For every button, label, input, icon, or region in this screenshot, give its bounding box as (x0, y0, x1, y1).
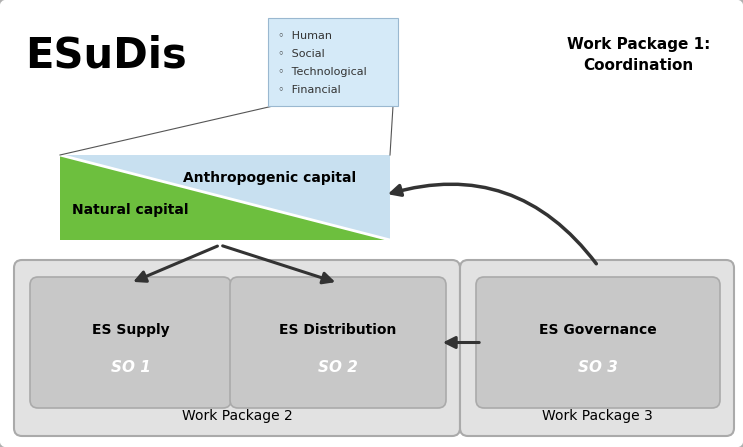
Text: ES Governance: ES Governance (539, 323, 657, 337)
FancyBboxPatch shape (476, 277, 720, 408)
FancyArrowPatch shape (392, 184, 597, 264)
Text: Work Package 1:
Coordination: Work Package 1: Coordination (567, 37, 710, 73)
Text: SO 1: SO 1 (111, 360, 150, 375)
Text: SO 3: SO 3 (578, 360, 618, 375)
Text: ES Supply: ES Supply (91, 323, 169, 337)
Text: Work Package 2: Work Package 2 (181, 409, 293, 423)
Text: ◦  Financial: ◦ Financial (278, 85, 341, 95)
FancyBboxPatch shape (268, 18, 398, 106)
Text: Natural capital: Natural capital (72, 203, 189, 217)
Polygon shape (60, 155, 390, 240)
FancyBboxPatch shape (30, 277, 231, 408)
FancyBboxPatch shape (230, 277, 446, 408)
Text: ◦  Technological: ◦ Technological (278, 67, 367, 77)
Text: SO 2: SO 2 (318, 360, 358, 375)
FancyBboxPatch shape (460, 260, 734, 436)
Text: ◦  Human: ◦ Human (278, 31, 332, 41)
Text: ESuDis: ESuDis (25, 34, 186, 76)
Text: ES Distribution: ES Distribution (279, 323, 397, 337)
Text: Work Package 3: Work Package 3 (542, 409, 652, 423)
Polygon shape (60, 155, 390, 240)
Text: ◦  Social: ◦ Social (278, 49, 325, 59)
FancyBboxPatch shape (14, 260, 460, 436)
Text: Anthropogenic capital: Anthropogenic capital (184, 171, 357, 185)
